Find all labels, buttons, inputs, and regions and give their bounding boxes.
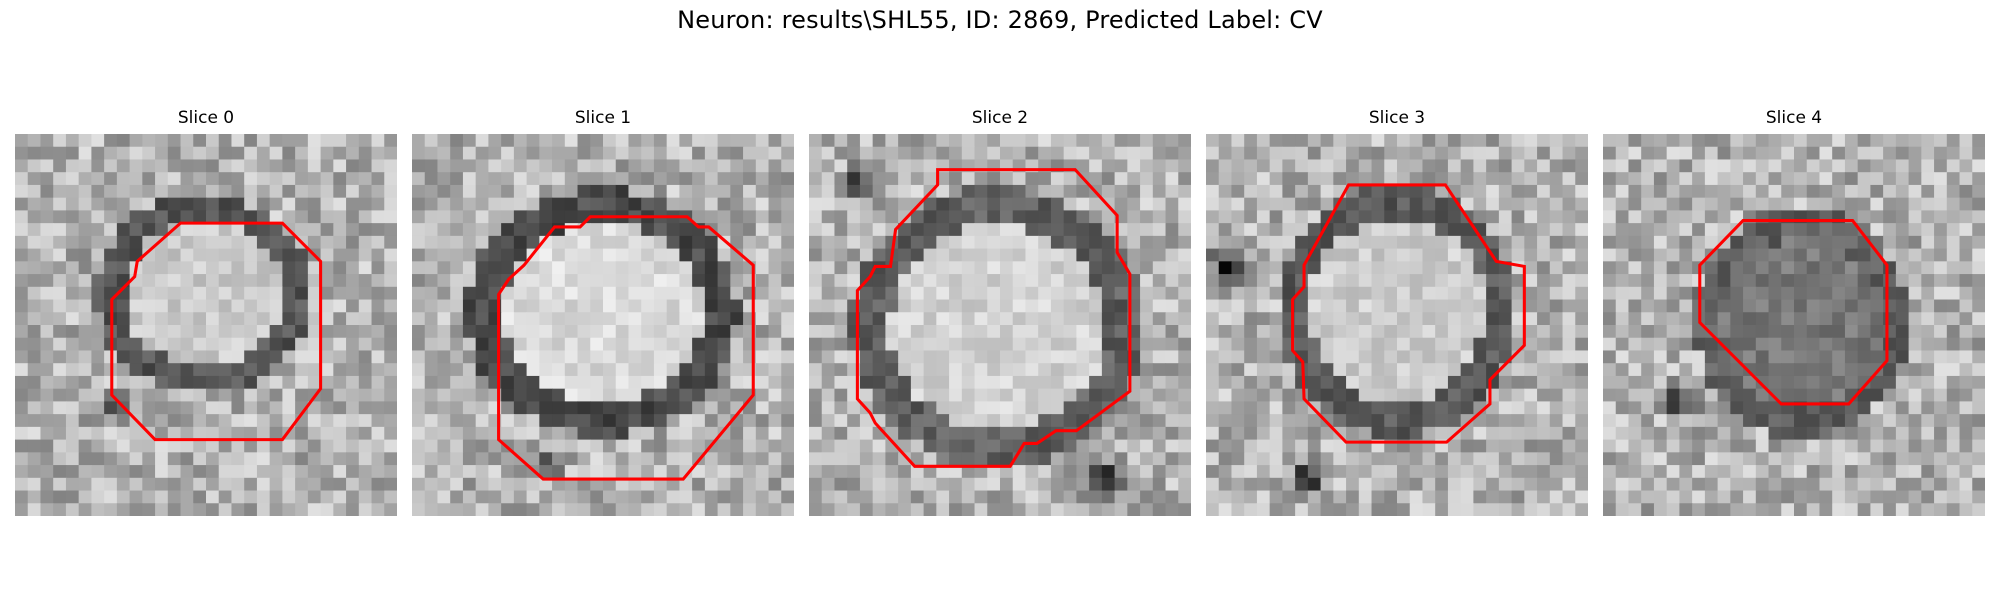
slice-image	[809, 134, 1191, 516]
figure-title: Neuron: results\SHL55, ID: 2869, Predict…	[677, 6, 1323, 34]
slice-title: Slice 2	[971, 108, 1029, 128]
slice-title: Slice 3	[1368, 108, 1426, 128]
slice-image	[1603, 134, 1985, 516]
segmentation-contour	[110, 221, 323, 442]
slice-image	[15, 134, 397, 516]
slice-panel-4: Slice 4	[1603, 108, 1985, 518]
segmentation-contour	[855, 168, 1132, 468]
slice-title: Slice 1	[574, 108, 632, 128]
slice-panel-0: Slice 0	[15, 108, 397, 518]
slice-image	[412, 134, 794, 516]
segmentation-contour	[497, 215, 755, 481]
slice-title: Slice 0	[177, 108, 235, 128]
segmentation-contour	[1291, 183, 1526, 444]
slice-panel-3: Slice 3	[1206, 108, 1588, 518]
slice-panel-2: Slice 2	[809, 108, 1191, 518]
segmentation-contour	[1698, 219, 1889, 406]
slice-title: Slice 4	[1765, 108, 1823, 128]
slice-image	[1206, 134, 1588, 516]
slice-panel-1: Slice 1	[412, 108, 794, 518]
